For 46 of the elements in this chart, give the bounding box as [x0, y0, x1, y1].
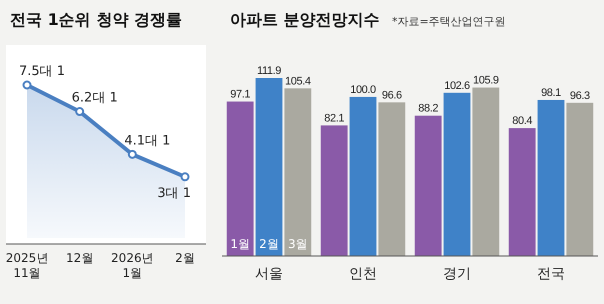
x-tick-label: 12월: [66, 251, 94, 265]
bar: [226, 102, 254, 256]
x-tick-label: 2월: [175, 251, 195, 265]
series-label: 2월: [259, 237, 279, 251]
data-label: 111.9: [257, 65, 282, 77]
data-label: 3대 1: [157, 186, 191, 201]
bar: [256, 78, 282, 256]
bar: [444, 92, 470, 256]
bar: [414, 116, 442, 256]
x-tick-label: 전국: [537, 266, 565, 282]
point: [128, 150, 137, 159]
x-tick-label: 2026년 1월: [111, 251, 154, 280]
bar: [538, 100, 564, 256]
bar: [284, 88, 312, 256]
chart-subtitle: *자료=주택산업연구원: [392, 15, 506, 28]
data-label: 96.3: [570, 90, 590, 102]
data-label: 98.1: [541, 86, 562, 99]
x-tick-label: 2025년 11월: [6, 251, 48, 280]
x-tick-label: 서울: [255, 266, 283, 282]
chart-title: 아파트 분양전망지수: [230, 10, 380, 29]
chart-title: 전국 1순위 청약 경쟁률: [10, 10, 182, 29]
data-label: 105.9: [473, 74, 499, 87]
data-label: 4.1대 1: [124, 133, 170, 148]
data-label: 7.5대 1: [19, 64, 66, 79]
bar: [350, 96, 376, 256]
bar: [378, 102, 406, 256]
data-label: 80.4: [512, 115, 532, 128]
data-label: 102.6: [444, 80, 470, 92]
data-label: 82.1: [324, 112, 344, 124]
data-label: 105.4: [285, 75, 311, 88]
bar: [508, 128, 536, 256]
bar: [320, 125, 348, 256]
data-label: 96.6: [382, 89, 402, 102]
x-tick-label: 인천: [349, 266, 377, 282]
point: [180, 172, 190, 182]
bar: [566, 102, 594, 256]
data-label: 6.2대 1: [72, 90, 118, 106]
series-label: 1월: [230, 237, 250, 251]
point: [22, 80, 32, 90]
point: [75, 107, 84, 116]
data-label: 88.2: [418, 102, 438, 115]
bar: [472, 88, 500, 256]
data-label: 97.1: [230, 88, 250, 101]
series-label: 3월: [288, 237, 308, 251]
x-tick-label: 경기: [443, 266, 471, 282]
data-label: 100.0: [350, 84, 376, 96]
